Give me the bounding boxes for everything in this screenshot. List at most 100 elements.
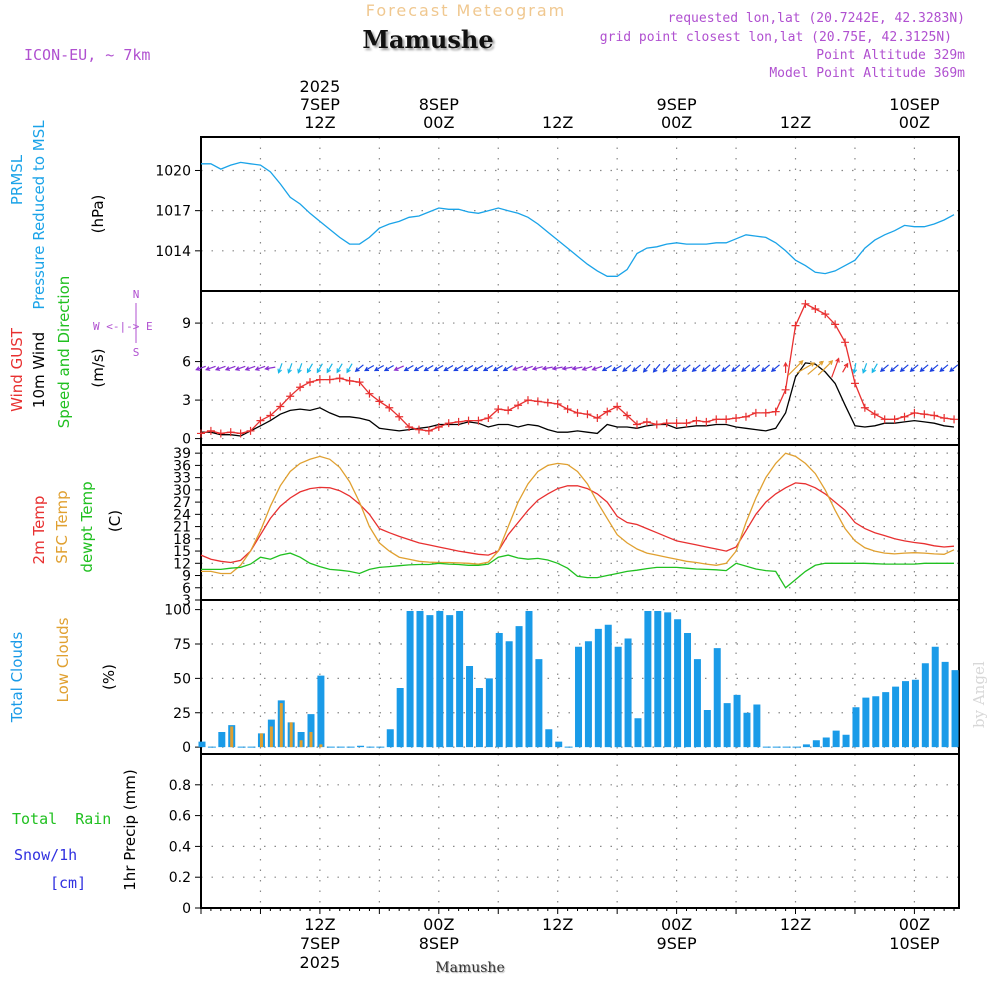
wind-direction-arrow [254,365,266,371]
total-clouds-bar [614,646,622,748]
total-clouds-bar [634,718,642,748]
gust-marker [623,411,632,420]
y-tick-label: 18 [173,532,191,548]
y-tick-label: 36 [173,458,191,474]
gust-marker [890,415,899,424]
wind-direction-arrow [770,364,780,373]
wind-label: 10m Wind [30,332,48,408]
top-time-label: 00Z [899,113,930,132]
sfc-temp-label: SFC Temp [53,490,71,563]
top-time-label: 12Z [304,113,335,132]
gust-marker [206,426,215,435]
gust-marker [850,379,859,388]
wind-direction-arrow [561,365,573,371]
gust-marker [940,414,949,423]
gust-marker [722,415,731,424]
compass-n: N [133,288,140,301]
gust-marker [444,419,453,428]
total-clouds-bar [495,633,503,748]
wind-direction-arrow [842,362,849,373]
wind-direction-arrow [512,365,524,371]
wind-direction-arrow [234,365,246,371]
wind-direction-arrow [929,364,939,373]
total-clouds-bar [604,624,612,748]
bottom-time-label: 8SEP [419,934,459,953]
bottom-time-label: 12Z [304,915,335,934]
dewpt-label: dewpt Temp [78,481,96,572]
y-tick-label: 21 [173,520,191,536]
gust-marker [296,383,305,392]
total-clouds-bar [822,737,830,748]
total-clouds-bar [872,696,880,748]
gust-marker [197,429,205,438]
station-title: Mamushe [362,25,493,54]
total-clouds-bar [525,611,533,748]
gust-marker [860,403,869,412]
wind-direction-arrow [862,363,868,374]
pressure-label: Pressure Reduced to MSL [30,120,48,310]
model-altitude: Model Point Altitude 369m [769,66,965,81]
y-tick-label: 1020 [155,163,191,179]
y-tick-label: 15 [173,544,191,560]
total-clouds-bar [743,712,751,748]
gust-marker [504,406,513,415]
wind-direction-arrow [326,363,333,374]
wind-direction-arrow [731,364,741,373]
temp2m-label: 2m Temp [30,496,48,565]
panel-frame [200,753,960,909]
total-clouds-bar [832,730,840,748]
y-tick-label: 0.6 [169,809,191,825]
total-clouds-bar [911,679,919,748]
gust-marker [702,417,711,426]
gust-marker [474,416,483,425]
gust-marker [761,408,770,417]
gust-marker [662,419,671,428]
wind-direction-arrow [899,364,909,373]
wind-direction-arrow [264,365,276,371]
total-clouds-bar [862,697,870,748]
total-clouds-bar [852,707,860,748]
top-time-label: 8SEP [419,95,459,114]
gust-marker [494,405,503,414]
y-tick-label: 100 [164,603,191,619]
total-clouds-bar [733,694,741,748]
grid-point-coords: grid point closest lon,lat (20.75E, 42.3… [600,30,952,45]
top-time-label: 00Z [661,113,692,132]
low-clouds-bar [269,726,273,748]
total-clouds-bar [674,619,682,748]
y-tick-label: 9 [182,569,191,585]
super-title: Forecast Meteogram [366,1,566,20]
bottom-time-label: 00Z [423,915,454,934]
bottom-time-label: 00Z [661,915,692,934]
top-time-label: 12Z [542,113,573,132]
y-tick-label: 3 [182,593,191,609]
y-tick-label: 50 [173,671,191,687]
total-clouds-bar [515,626,523,748]
pressure-line [201,161,955,277]
wind-direction-arrow [581,365,593,371]
gust-marker [712,415,721,424]
wind-direction-arrow [453,364,464,372]
wind-direction-arrow [473,364,484,372]
snow-label: Snow/1h [14,846,77,864]
total-clouds-bar [703,710,711,748]
total-clouds-bar [644,611,652,748]
total-clouds-bar [545,729,553,748]
wind-direction-arrow [403,364,414,372]
gust-marker [870,410,879,419]
total-clouds-bar [416,611,424,748]
total-clouds-bar [684,633,692,748]
y-tick-label: 0.4 [169,839,191,855]
wind-direction-arrow [541,365,553,371]
low-clouds-bar [230,726,234,748]
panel-5: 0 0.2 0.4 0.6 0.8 [169,753,960,917]
top-time-label: 9SEP [657,95,697,114]
total-clouds-bar [307,714,315,748]
gust-marker [880,415,889,424]
gust-marker [226,428,235,437]
wind-direction-arrow [551,365,563,371]
gust-marker [305,378,314,387]
wind-direction-arrow [316,363,323,374]
gust-marker [315,375,324,384]
